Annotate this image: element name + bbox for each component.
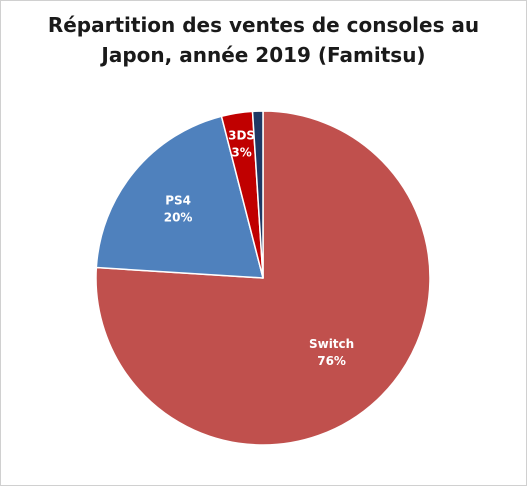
slice-percent-switch: 76% [317,354,346,368]
pie-slice-switch [95,110,431,446]
slice-percent-3ds: 3% [231,146,251,160]
pie-slice-other-3 [251,110,264,279]
slice-name-3ds: 3DS [228,129,255,143]
slice-name-ps4: PS4 [165,194,191,208]
chart-title-line-2: Japon, année 2019 (Famitsu) [101,43,426,67]
slice-percent-ps4: 20% [164,211,193,225]
chart-title-line-1: Répartition des ventes de consoles au [47,13,480,37]
pie-slice-ps4 [95,115,264,279]
pie-slices [95,110,431,446]
pie-labels: Switch 76% PS4 20% 3DS 3% [164,129,354,368]
slice-name-switch: Switch [309,337,354,351]
chart-title: Répartition des ventes de consoles au Ja… [0,10,527,70]
